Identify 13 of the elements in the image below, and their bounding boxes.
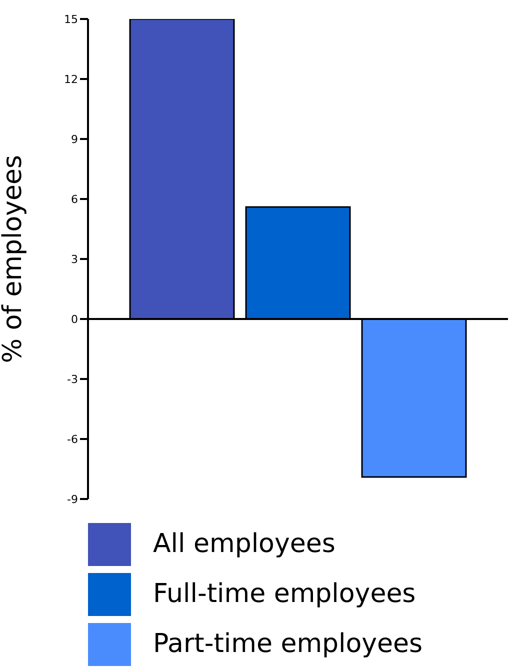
legend-label: All employees (153, 529, 336, 559)
y-tick-label: 15 (64, 12, 78, 26)
y-tick-label: 12 (64, 72, 78, 86)
y-tick-label: -6 (67, 432, 78, 446)
y-axis-title: % of employees (0, 154, 28, 364)
y-tick-label: 6 (71, 192, 78, 206)
y-tick-label: -3 (67, 372, 78, 386)
legend-label: Part-time employees (153, 629, 423, 659)
legend-label: Full-time employees (153, 579, 416, 609)
y-tick-label: -9 (67, 492, 78, 506)
y-tick-label: 3 (71, 252, 78, 266)
y-tick-label: 9 (71, 132, 78, 146)
y-tick-label: 0 (71, 312, 78, 326)
